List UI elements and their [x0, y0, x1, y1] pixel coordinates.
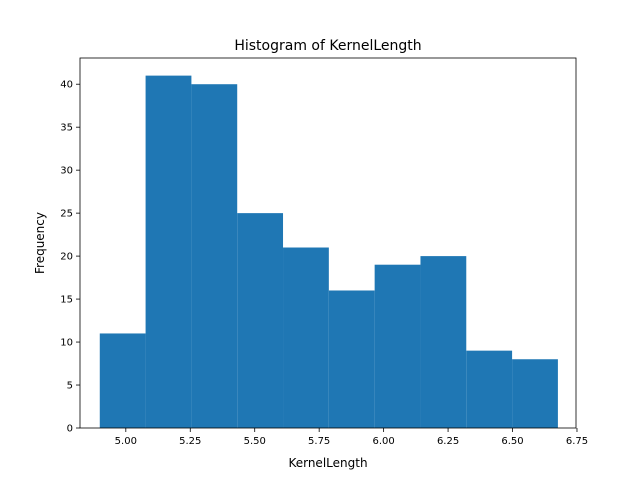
y-tick-label: 35	[60, 123, 73, 134]
histogram-bar	[191, 84, 238, 428]
histogram-bar	[99, 333, 146, 428]
histogram-bar	[237, 213, 284, 428]
x-tick-label: 5.00	[115, 436, 137, 447]
x-tick-label: 6.75	[566, 436, 588, 447]
x-tick-label: 5.50	[244, 436, 266, 447]
histogram-bar	[328, 290, 375, 428]
histogram-bar	[466, 350, 513, 428]
x-tick-label: 5.75	[308, 436, 330, 447]
x-tick-label: 6.50	[501, 436, 523, 447]
histogram-bar	[420, 256, 467, 428]
histogram-bar	[374, 264, 421, 428]
x-tick-label: 6.00	[372, 436, 394, 447]
y-axis-label: Frequency	[33, 212, 47, 274]
y-tick-label: 25	[60, 209, 73, 220]
axes-frame	[79, 57, 577, 429]
y-tick-label: 0	[67, 424, 73, 435]
histogram-bar	[512, 359, 558, 428]
x-axis-label: KernelLength	[288, 456, 367, 470]
bars-group	[99, 75, 558, 428]
y-tick-label: 10	[60, 338, 73, 349]
y-ticks-group: 0 5 10 15 20 25 30 35 40	[60, 80, 80, 435]
x-ticks-group: 5.00 5.25 5.50 5.75 6.00 6.25 6.50 6.75	[115, 428, 588, 447]
y-tick-label: 15	[60, 295, 73, 306]
chart-title: Histogram of KernelLength	[234, 38, 421, 54]
y-tick-label: 20	[60, 252, 73, 263]
y-tick-label: 40	[60, 80, 73, 91]
x-tick-label: 6.25	[437, 436, 459, 447]
histogram-bar	[145, 75, 192, 428]
y-tick-label: 5	[67, 381, 73, 392]
y-tick-label: 30	[60, 166, 73, 177]
histogram-bar	[283, 247, 329, 428]
x-tick-label: 5.25	[179, 436, 201, 447]
